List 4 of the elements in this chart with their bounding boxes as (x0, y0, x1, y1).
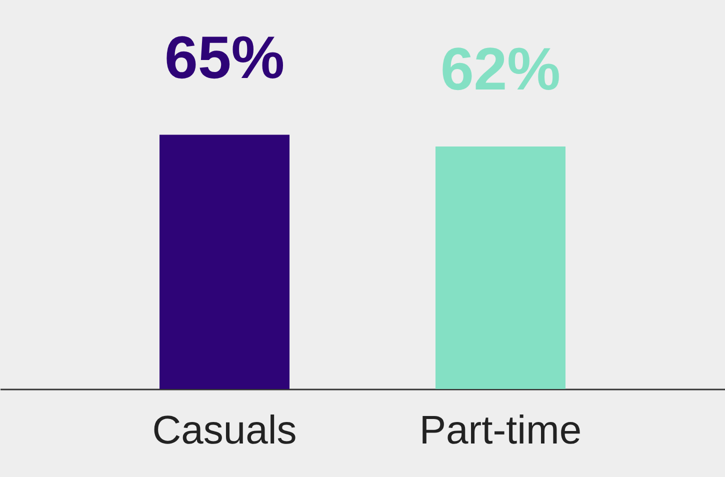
x-tick-label: Part-time (419, 408, 582, 452)
data-label: 65% (164, 24, 285, 91)
x-tick-label: Casuals (152, 408, 297, 452)
data-label: 62% (440, 35, 561, 102)
